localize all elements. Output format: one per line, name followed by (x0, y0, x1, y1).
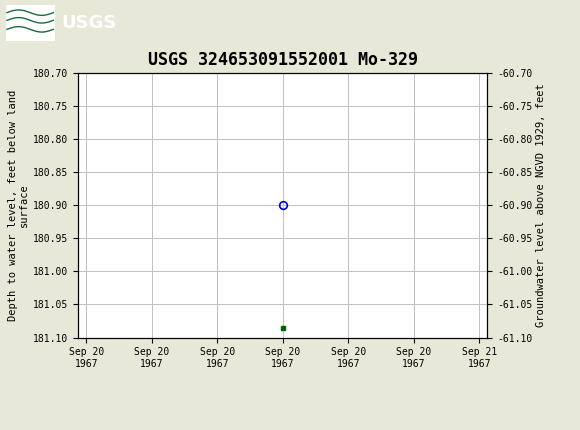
Text: USGS: USGS (61, 14, 116, 31)
FancyBboxPatch shape (6, 4, 55, 41)
Y-axis label: Groundwater level above NGVD 1929, feet: Groundwater level above NGVD 1929, feet (536, 83, 546, 327)
Title: USGS 324653091552001 Mo-329: USGS 324653091552001 Mo-329 (148, 51, 418, 69)
Y-axis label: Depth to water level, feet below land
surface: Depth to water level, feet below land su… (8, 90, 29, 321)
